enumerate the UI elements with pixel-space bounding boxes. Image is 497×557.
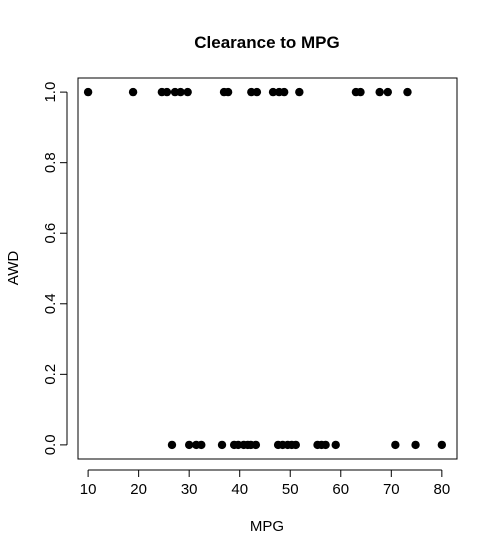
x-tick-label: 30	[181, 481, 198, 498]
data-point	[295, 87, 304, 97]
x-tick-label: 40	[231, 481, 248, 498]
y-tick-label: 0.0	[42, 434, 59, 455]
x-tick-label: 80	[433, 481, 450, 498]
x-axis: 10 20 30 40 50 60 70 80	[80, 469, 450, 498]
data-point	[291, 440, 300, 450]
data-point	[252, 87, 262, 97]
data-point	[437, 440, 447, 450]
data-point	[183, 87, 192, 97]
data-point	[128, 87, 138, 97]
data-point	[321, 440, 330, 450]
data-point	[383, 87, 392, 97]
x-tick-label: 50	[282, 481, 299, 498]
y-axis-label: AWD	[5, 251, 22, 286]
y-tick-label: 0.2	[42, 364, 59, 385]
data-point	[167, 440, 177, 450]
data-point	[403, 87, 412, 97]
y-tick-label: 0.8	[42, 152, 59, 173]
data-point	[356, 87, 365, 97]
data-point	[268, 87, 278, 97]
y-axis: 0.0 0.2 0.4 0.6 0.8 1.0	[42, 82, 68, 455]
data-point	[411, 440, 420, 450]
data-point	[279, 87, 289, 97]
data-point	[176, 87, 185, 97]
data-point	[217, 440, 227, 450]
x-tick-label: 70	[383, 481, 400, 498]
x-tick-label: 20	[130, 481, 147, 498]
y-tick-label: 0.6	[42, 223, 59, 244]
x-axis-label: MPG	[250, 518, 284, 535]
x-tick-label: 10	[80, 481, 97, 498]
data-point	[251, 440, 261, 450]
data-point	[391, 440, 400, 450]
data-point	[83, 87, 93, 97]
x-tick-label: 60	[332, 481, 349, 498]
data-point	[162, 87, 172, 97]
chart-title: Clearance to MPG	[194, 33, 340, 52]
y-tick-label: 1.0	[42, 82, 59, 103]
plot-frame	[77, 77, 458, 460]
data-points	[83, 87, 447, 450]
y-tick-label: 0.4	[42, 293, 59, 314]
data-point	[184, 440, 194, 450]
data-point	[375, 87, 384, 97]
data-point	[223, 87, 233, 97]
data-point	[331, 440, 340, 450]
data-point	[197, 440, 206, 450]
